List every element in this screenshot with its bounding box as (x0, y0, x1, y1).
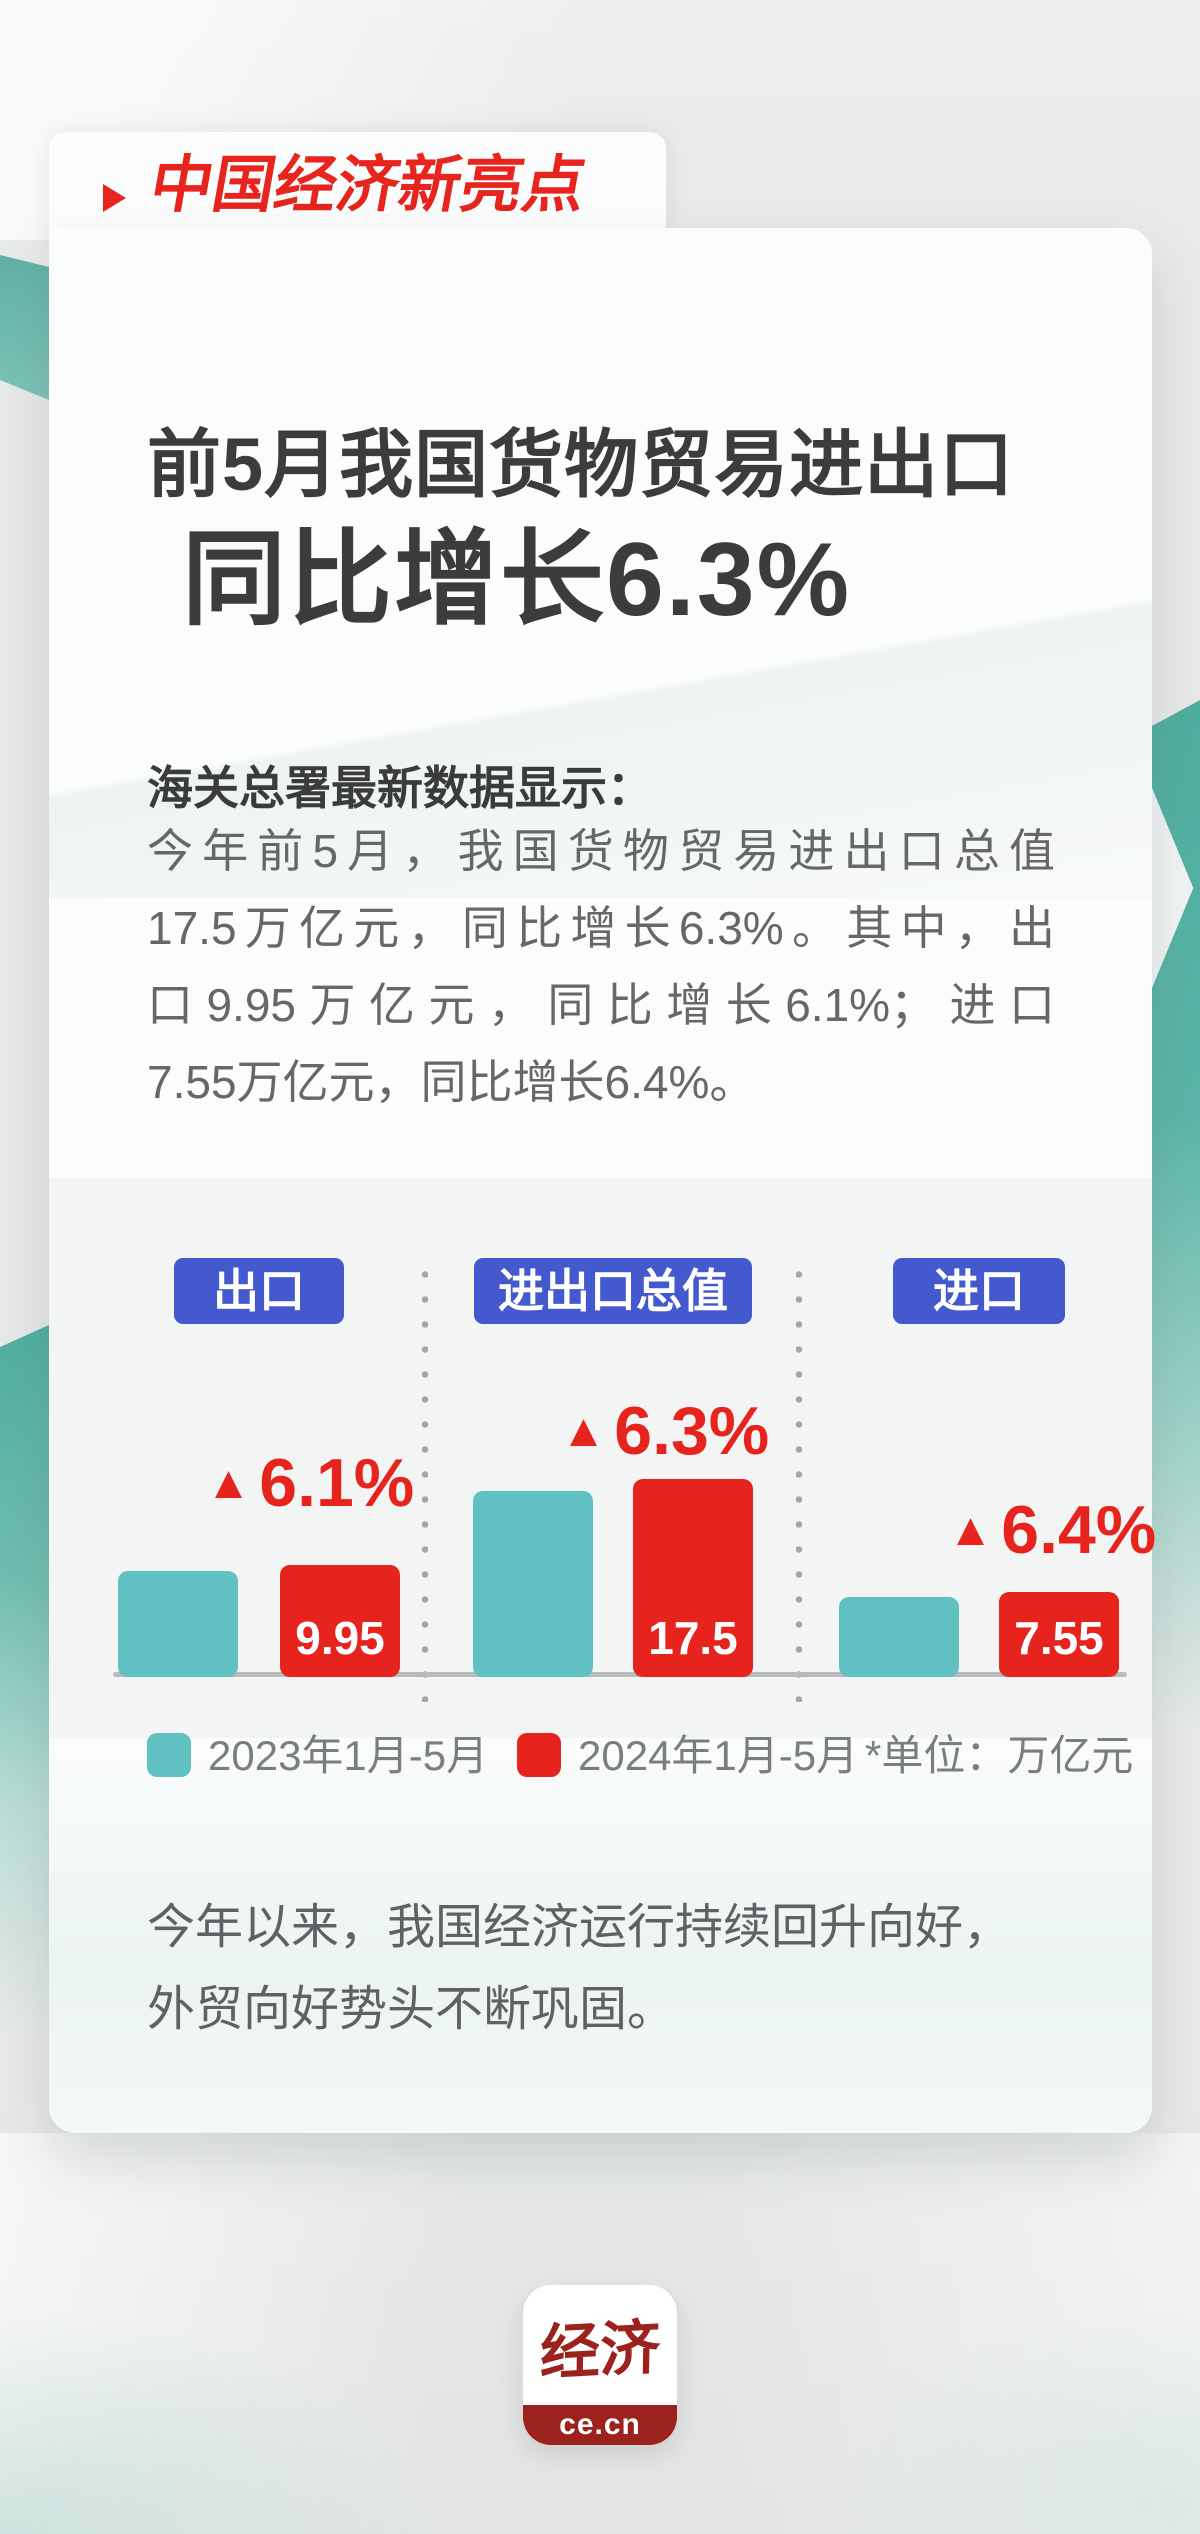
intro-heading: 海关总署最新数据显示： (147, 762, 653, 814)
bar-value-label: 7.55 (1014, 1612, 1104, 1664)
growth-label-1: ▲ 6.1% (206, 1444, 415, 1522)
card-facet-decor (49, 1728, 1152, 2133)
logo-calligraphy: 经济 (539, 2314, 661, 2388)
bar-value-label: 9.95 (295, 1612, 385, 1664)
intro-line: 7.55万亿元，同比增长6.4%。 (147, 1056, 756, 1108)
chart-legend: 2023年1月-5月 2024年1月-5月 *单位：万亿元 (49, 1733, 1152, 1779)
teal-stripe-left (0, 1325, 49, 2035)
up-triangle-icon: ▲ (560, 1404, 607, 1456)
unit-note: *单位：万亿元 (865, 1732, 1134, 1779)
series-badge-label: 中国经济新亮点 (145, 151, 592, 220)
bar-2024-2: 17.5 (633, 1479, 753, 1677)
legend-label-2: 2024年1月-5月 (578, 1732, 859, 1779)
main-card: 前5月我国货物贸易进出口 同比增长6.3% 海关总署最新数据显示： 今年前5月，… (49, 228, 1156, 2133)
category-badge-2: 进出口总值 (474, 1258, 752, 1324)
ce-cn-logo: 经济 ce.cn (523, 2285, 677, 2445)
headline-line-2: 同比增长6.3% (182, 522, 852, 638)
legend-swatch-1 (147, 1733, 191, 1777)
teal-wedge-top-left (0, 255, 49, 400)
growth-percent: 6.4% (1001, 1492, 1157, 1568)
legend-swatch-2 (517, 1733, 561, 1777)
legend-label-1: 2023年1月-5月 (208, 1732, 489, 1779)
growth-percent: 6.1% (259, 1445, 415, 1521)
chart-baseline (113, 1672, 1127, 1677)
card-facet-decor (49, 468, 1152, 898)
bar-2024-1: 9.95 (280, 1565, 400, 1677)
bar-2024-3: 7.55 (999, 1592, 1119, 1677)
conclusion-line: 今年以来，我国经济运行持续回升向好， (147, 1901, 1012, 1954)
growth-label-2: ▲ 6.3% (561, 1392, 770, 1470)
play-triangle-icon (103, 184, 126, 212)
category-badge-1: 出口 (174, 1258, 344, 1324)
intro-line: 17.5万亿元，同比增长6.3%。其中，出 (147, 902, 1055, 954)
bar-2023-3 (839, 1597, 959, 1677)
growth-label-3: ▲ 6.4% (948, 1491, 1157, 1569)
headline-line-1: 前5月我国货物贸易进出口 (147, 423, 1015, 506)
dotted-separator (795, 1262, 803, 1702)
bar-2023-1 (118, 1571, 238, 1677)
intro-line: 今年前5月，我国货物贸易进出口总值 (147, 825, 1055, 877)
intro-line: 口9.95万亿元，同比增长6.1%；进口 (147, 979, 1055, 1031)
category-badge-3: 进口 (893, 1258, 1065, 1324)
bar-value-label: 17.5 (648, 1612, 738, 1664)
series-badge: 中国经济新亮点 (49, 132, 666, 240)
up-triangle-icon: ▲ (947, 1503, 994, 1555)
dotted-separator (421, 1262, 429, 1702)
up-triangle-icon: ▲ (205, 1456, 252, 1508)
white-notch-decor (1152, 788, 1194, 988)
logo-domain: ce.cn (523, 2405, 677, 2445)
conclusion-paragraph: 今年以来，我国经济运行持续回升向好， 外贸向好势头不断巩固。 (147, 1887, 1011, 2051)
intro-paragraph: 今年前5月，我国货物贸易进出口总值 17.5万亿元，同比增长6.3%。其中，出 口9… (147, 813, 1055, 1121)
growth-percent: 6.3% (614, 1393, 770, 1469)
teal-column-right (1152, 700, 1200, 1730)
conclusion-line: 外贸向好势头不断巩固。 (147, 1983, 676, 2036)
bar-2023-2 (473, 1491, 593, 1677)
